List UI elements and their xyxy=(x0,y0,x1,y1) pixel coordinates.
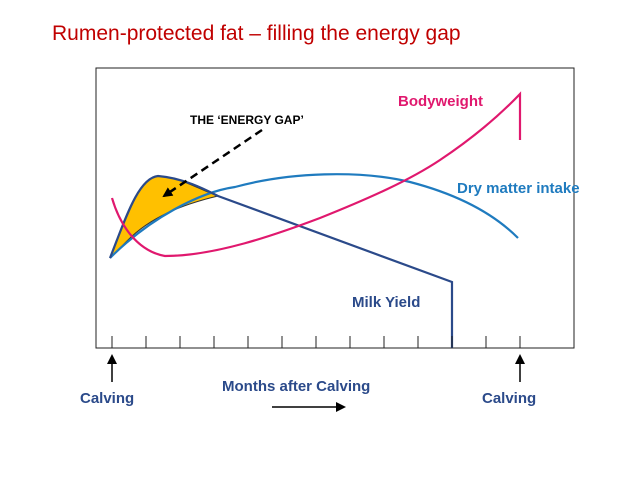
dry-matter-intake-label: Dry matter intake xyxy=(457,180,580,197)
energy-gap-label: THE ‘ENERGY GAP’ xyxy=(190,113,304,127)
milk-yield-label: Milk Yield xyxy=(352,294,420,311)
slide-title: Rumen-protected fat – filling the energy… xyxy=(52,22,461,45)
bodyweight-curve xyxy=(110,91,522,258)
calving-end-label: Calving xyxy=(482,390,536,407)
plot-frame xyxy=(95,67,575,349)
month-ticks xyxy=(111,336,521,348)
bodyweight-label: Bodyweight xyxy=(398,93,483,110)
energy-gap-arrow xyxy=(162,128,263,198)
calving-start-label: Calving xyxy=(80,390,134,407)
dry-matter-intake-curve xyxy=(109,173,519,259)
x-axis-label: Months after Calving xyxy=(222,378,370,395)
